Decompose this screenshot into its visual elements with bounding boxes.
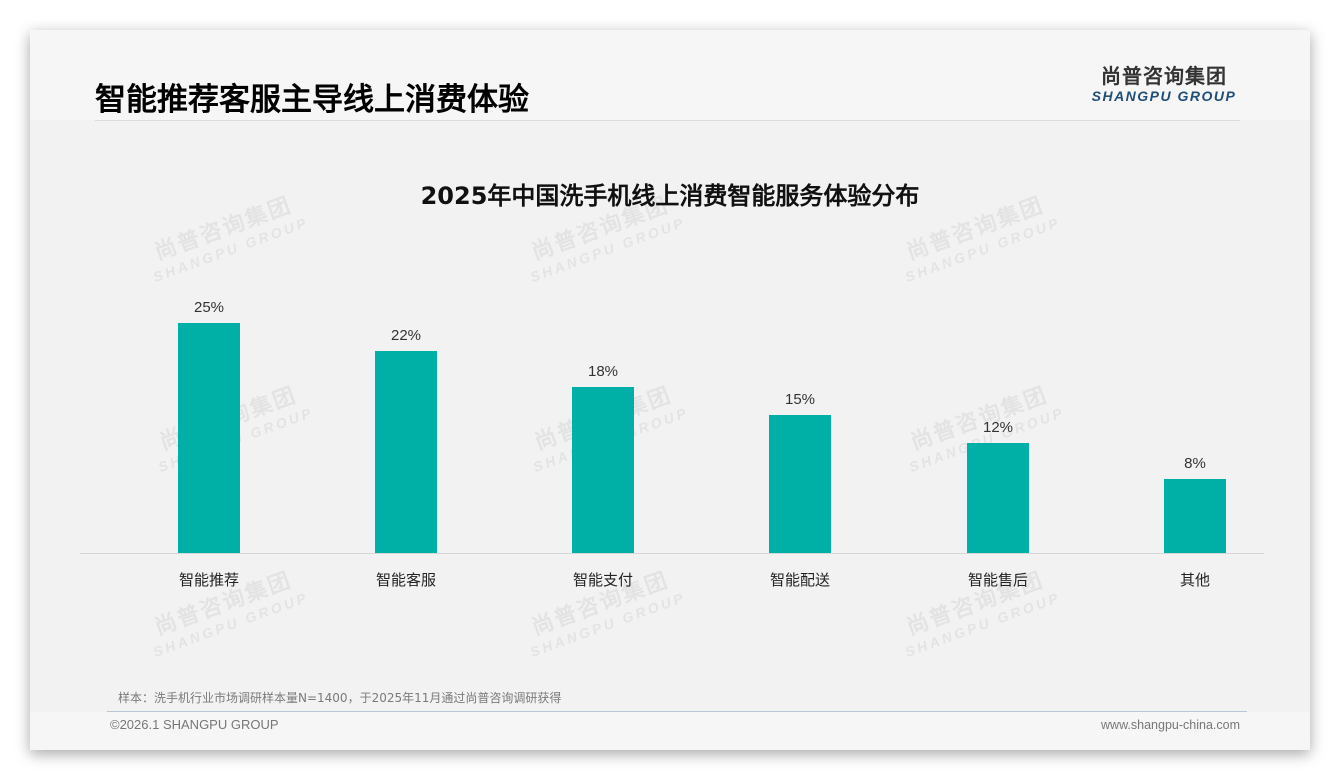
bar-value-label: 8%	[1184, 455, 1206, 473]
category-label: 智能客服	[375, 571, 436, 589]
page-title: 智能推荐客服主导线上消费体验	[95, 82, 529, 118]
x-axis-line	[80, 553, 1264, 554]
category-label: 其他	[1179, 571, 1210, 589]
bar-value-label: 22%	[390, 326, 422, 344]
bar-group: 8%	[1135, 270, 1255, 553]
logo-en-text: SHANGPU GROUP	[1091, 88, 1237, 104]
bar-value-label: 12%	[982, 418, 1014, 436]
bar-group: 18%	[543, 270, 663, 553]
category-label: 智能推荐	[178, 571, 239, 589]
bar	[769, 415, 831, 553]
bar-group: 12%	[938, 270, 1058, 553]
footer-band	[30, 712, 1310, 750]
bar-value-label: 15%	[784, 391, 816, 408]
category-label: 智能配送	[769, 571, 830, 589]
chart-title: 2025年中国洗手机线上消费智能服务体验分布	[420, 182, 920, 210]
bar	[967, 442, 1029, 553]
header-band	[30, 30, 1310, 120]
bar-value-label: 25%	[193, 299, 225, 316]
footer-divider	[107, 711, 1247, 712]
bar	[178, 323, 240, 553]
bar-group: 22%	[346, 270, 466, 553]
bar-value-label: 18%	[587, 363, 619, 381]
category-label: 智能支付	[572, 571, 633, 589]
bar-group: 25%	[149, 270, 269, 553]
slide: 智能推荐客服主导线上消费体验 尚普咨询集团 SHANGPU GROUP 尚普咨询…	[30, 30, 1310, 750]
bar	[375, 350, 437, 553]
company-logo: 尚普咨询集团 SHANGPU GROUP	[1088, 64, 1240, 104]
sample-note: 样本：洗手机行业市场调研样本量N=1400，于2025年11月通过尚普咨询调研获…	[118, 691, 562, 705]
bar	[572, 387, 634, 553]
website-link[interactable]: www.shangpu-china.com	[1101, 718, 1240, 732]
title-divider	[95, 120, 1240, 121]
copyright-text: ©2026.1 SHANGPU GROUP	[110, 717, 279, 732]
bar-chart-plot: 25% 22% 18% 15% 12% 8%	[80, 270, 1264, 553]
category-label: 智能售后	[967, 571, 1028, 589]
bar	[1164, 479, 1226, 553]
bar-group: 15%	[740, 270, 860, 553]
logo-cn-text: 尚普咨询集团	[1101, 64, 1227, 88]
